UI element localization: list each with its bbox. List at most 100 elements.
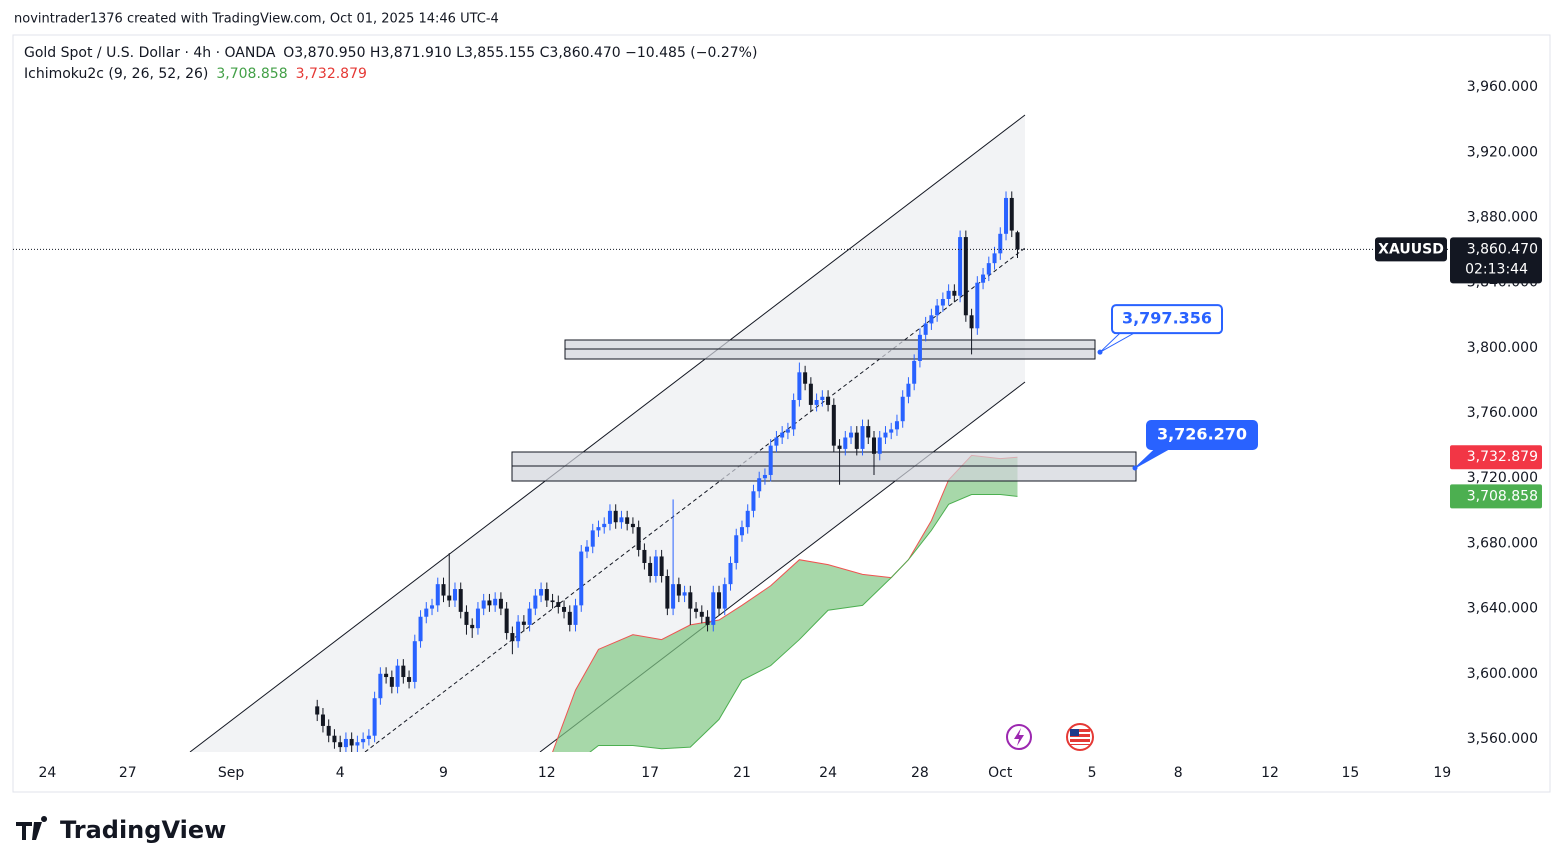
y-tick-label: 3,640.000 xyxy=(1467,601,1538,617)
candle-body xyxy=(430,605,435,609)
candle-body xyxy=(998,233,1003,254)
x-tick-label: 24 xyxy=(39,765,57,781)
y-tick-label: 3,680.000 xyxy=(1467,535,1538,551)
callout-box xyxy=(1146,420,1258,451)
symbol-tag: XAUUSD xyxy=(1378,241,1444,257)
x-tick-label: 8 xyxy=(1174,765,1183,781)
candle-body xyxy=(539,589,544,596)
symbol-tag-box xyxy=(1375,237,1447,262)
candle-body xyxy=(717,592,722,609)
candle-body xyxy=(912,360,917,384)
candle-body xyxy=(694,608,699,612)
candles xyxy=(315,191,1020,752)
candle-body xyxy=(493,598,498,606)
candle-body xyxy=(774,437,779,446)
y-tick-label: 3,600.000 xyxy=(1467,666,1538,682)
candle-body xyxy=(814,400,819,405)
cloud-tag-box xyxy=(1450,445,1542,470)
candle-body xyxy=(803,372,808,384)
ohlc: O3,870.950 H3,871.910 L3,855.155 C3,860.… xyxy=(283,45,757,61)
candle-body xyxy=(665,576,670,609)
candle-body xyxy=(418,616,423,642)
flag-stripe xyxy=(1070,732,1090,734)
x-tick-label: 28 xyxy=(911,765,929,781)
x-tick-label: 12 xyxy=(538,765,556,781)
candle-body xyxy=(533,595,538,609)
candle-body xyxy=(671,584,676,609)
x-tick-label: Oct xyxy=(988,765,1013,781)
x-tick-label: 15 xyxy=(1342,765,1360,781)
candle-body xyxy=(923,323,928,335)
price-tags: XAUUSD 3,860.470 02:13:44 3,732.879 3,708.85… xyxy=(1375,237,1542,509)
candle-body xyxy=(883,432,888,438)
indicator-line: Ichimoku2c (9, 26, 52, 26) 3,708.858 3,732… xyxy=(24,66,367,82)
candle-body xyxy=(1015,232,1020,250)
candle-body xyxy=(619,517,624,523)
candle-body xyxy=(826,396,831,405)
candle-body xyxy=(1004,197,1009,234)
flag-stripe xyxy=(1070,742,1090,744)
candle-body xyxy=(917,334,922,361)
cloud-tag-box xyxy=(1450,484,1542,509)
x-tick-label: 4 xyxy=(336,765,345,781)
candle-body xyxy=(992,253,997,264)
candle-body xyxy=(952,290,957,296)
candle-body xyxy=(728,562,733,585)
candle-body xyxy=(1009,197,1014,231)
y-tick-label: 3,800.000 xyxy=(1467,340,1538,356)
candle-body xyxy=(705,616,710,625)
candle-body xyxy=(642,549,647,563)
candle-body xyxy=(722,584,727,609)
candle-body xyxy=(688,592,693,609)
callout-anchor xyxy=(1097,349,1103,355)
countdown: 02:13:44 xyxy=(1465,261,1528,277)
channel-middle xyxy=(364,247,1026,752)
candle-body xyxy=(751,491,756,511)
candle-body xyxy=(831,404,836,446)
x-tick-label: 21 xyxy=(733,765,751,781)
brand-name: TradingView xyxy=(60,816,226,844)
candle-body xyxy=(734,535,739,563)
candle-body xyxy=(935,305,940,316)
candle-body xyxy=(906,383,911,397)
indicator-value: 3,708.858 xyxy=(216,66,287,82)
candle-body xyxy=(481,600,486,609)
candle-body xyxy=(768,445,773,475)
candle-body xyxy=(590,530,595,547)
callout-anchor xyxy=(1132,465,1138,471)
candle-body xyxy=(963,237,968,316)
candle-body xyxy=(613,510,618,523)
candle-body xyxy=(854,432,859,449)
candle-body xyxy=(711,592,716,625)
candle-body xyxy=(550,600,555,603)
callout-pointer xyxy=(1099,332,1136,353)
candle-body xyxy=(860,426,865,449)
candle-body xyxy=(544,589,549,601)
candle-body xyxy=(843,437,848,449)
candle-body xyxy=(407,677,412,682)
candle-body xyxy=(504,608,509,634)
candle-body xyxy=(797,372,802,401)
channel-upper xyxy=(189,114,1026,752)
candle-body xyxy=(986,263,991,275)
candle-body xyxy=(630,523,635,528)
candle-body xyxy=(355,742,360,746)
candle-body xyxy=(757,478,762,492)
candle-body xyxy=(401,665,406,678)
candle-body xyxy=(676,584,681,596)
candle-body xyxy=(384,673,389,678)
header-line: Gold Spot / U.S. Dollar · 4h · OANDA O3,8… xyxy=(24,45,757,61)
candle-body xyxy=(975,282,980,329)
last-price-label: 3,860.470 xyxy=(1467,241,1538,257)
chart-frame xyxy=(12,34,1551,793)
candle-body xyxy=(498,598,503,609)
candle-body xyxy=(866,426,871,438)
candle-body xyxy=(739,527,744,536)
candle-body xyxy=(332,735,337,743)
price-axis: 3,560.000 3,600.000 3,640.000 3,680.000 3,72… xyxy=(1467,79,1538,747)
annotations: 3,797.356 3,726.270 xyxy=(1097,304,1258,471)
y-tick-label: 3,920.000 xyxy=(1467,144,1538,160)
candle-body xyxy=(521,621,526,625)
candle-body xyxy=(653,556,658,577)
